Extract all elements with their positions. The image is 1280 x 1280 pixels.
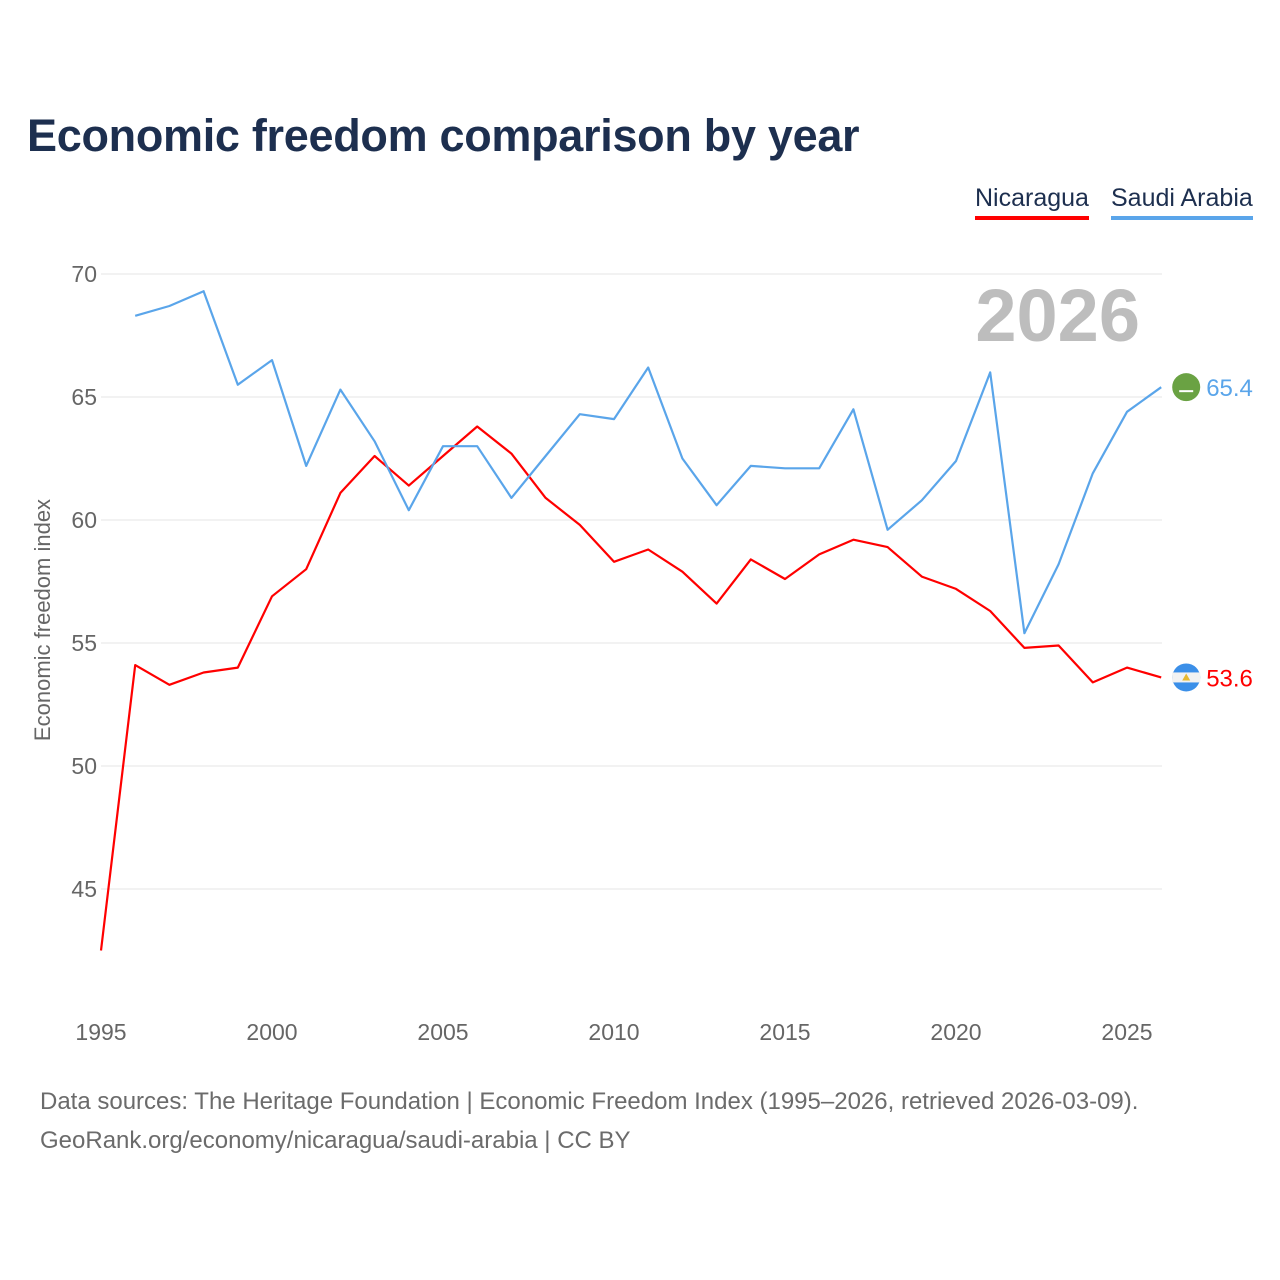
y-tick-label: 55: [71, 630, 97, 656]
data-point: [201, 288, 207, 294]
flag-sword: [1179, 390, 1194, 393]
data-point: [577, 411, 583, 417]
data-point: [1158, 384, 1164, 390]
data-point: [885, 527, 891, 533]
data-point: [235, 665, 241, 671]
data-point: [406, 483, 412, 489]
flag-emblem: [1182, 673, 1191, 681]
data-point: [748, 556, 754, 562]
y-tick-label: 45: [71, 876, 97, 902]
data-point: [132, 313, 138, 319]
data-point: [132, 662, 138, 668]
data-point: [98, 948, 104, 954]
footer-sources: Data sources: The Heritage Foundation | …: [40, 1088, 1139, 1115]
data-point: [987, 369, 993, 375]
data-point: [337, 490, 343, 496]
data-point: [1021, 645, 1027, 651]
year-watermark: 2026: [975, 274, 1140, 357]
data-point: [1090, 470, 1096, 476]
data-point: [679, 569, 685, 575]
data-point: [953, 458, 959, 464]
data-point: [269, 593, 275, 599]
y-tick-label: 50: [71, 753, 97, 779]
data-point: [201, 670, 207, 676]
y-tick-label: 60: [71, 507, 97, 533]
data-point: [406, 507, 412, 513]
x-tick-label: 1995: [75, 1019, 126, 1045]
x-tick-label: 2005: [417, 1019, 468, 1045]
data-point: [850, 537, 856, 543]
data-point: [166, 303, 172, 309]
x-tick-label: 2025: [1101, 1019, 1152, 1045]
data-point: [816, 465, 822, 471]
y-axis-label: Economic freedom index: [30, 499, 55, 741]
data-point: [987, 608, 993, 614]
data-point: [543, 453, 549, 459]
data-point: [1021, 630, 1027, 636]
end-value-label: 65.4: [1206, 375, 1253, 402]
legend-nicaragua[interactable]: Nicaragua: [975, 184, 1089, 220]
data-point: [508, 495, 514, 501]
data-point: [679, 456, 685, 462]
data-point: [508, 451, 514, 457]
data-point: [645, 547, 651, 553]
data-point: [919, 574, 925, 580]
legend-saudi-arabia[interactable]: Saudi Arabia: [1111, 184, 1253, 220]
data-point: [474, 424, 480, 430]
data-point: [1056, 642, 1062, 648]
saudi-arabia-flag-icon: [1172, 373, 1201, 402]
footer-link[interactable]: GeoRank.org/economy/nicaragua/saudi-arab…: [40, 1127, 631, 1154]
x-tick-label: 2010: [588, 1019, 639, 1045]
data-point: [543, 495, 549, 501]
data-point: [372, 453, 378, 459]
x-tick-label: 2020: [930, 1019, 981, 1045]
data-point: [269, 357, 275, 363]
y-tick-label: 70: [71, 261, 97, 287]
data-point: [1158, 674, 1164, 680]
end-value-label: 53.6: [1206, 665, 1253, 692]
data-point: [885, 544, 891, 550]
data-point: [645, 364, 651, 370]
data-point: [953, 586, 959, 592]
data-point: [1124, 665, 1130, 671]
data-point: [372, 438, 378, 444]
data-point: [611, 559, 617, 565]
data-point: [748, 463, 754, 469]
data-point: [1056, 561, 1062, 567]
data-point: [303, 566, 309, 572]
data-point: [440, 443, 446, 449]
data-point: [850, 406, 856, 412]
data-point: [919, 497, 925, 503]
data-point: [337, 387, 343, 393]
data-point: [577, 522, 583, 528]
data-point: [1124, 409, 1130, 415]
data-point: [235, 382, 241, 388]
data-point: [1090, 679, 1096, 685]
data-point: [440, 453, 446, 459]
series-line-saudi-arabia: [134, 290, 1162, 635]
x-tick-label: 2000: [246, 1019, 297, 1045]
data-point: [714, 601, 720, 607]
data-point: [782, 576, 788, 582]
series-line-nicaragua: [99, 425, 1162, 951]
data-point: [714, 502, 720, 508]
x-tick-label: 2015: [759, 1019, 810, 1045]
data-point: [303, 463, 309, 469]
y-tick-label: 65: [71, 384, 97, 410]
data-point: [611, 416, 617, 422]
data-point: [166, 682, 172, 688]
data-point: [782, 465, 788, 471]
chart-title: Economic freedom comparison by year: [27, 110, 860, 161]
data-point: [474, 443, 480, 449]
data-point: [816, 551, 822, 557]
